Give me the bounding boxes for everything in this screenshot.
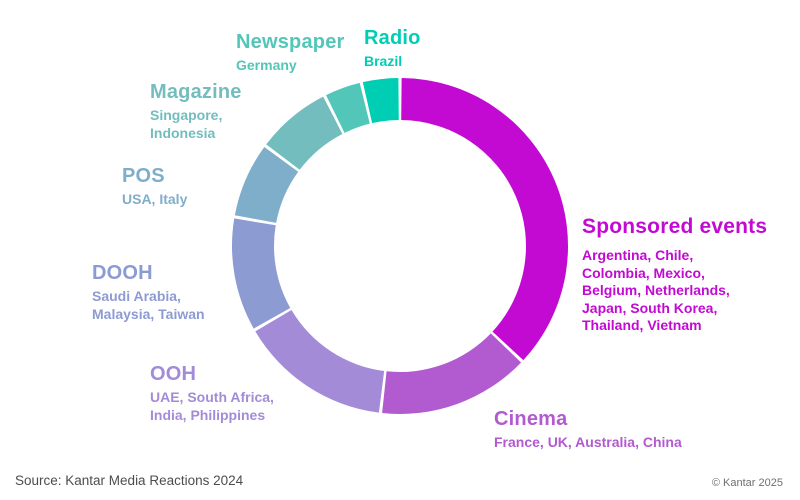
segment-pos bbox=[234, 146, 299, 223]
segment-title-magazine: Magazine bbox=[150, 81, 242, 103]
segment-sponsored-events bbox=[401, 78, 568, 361]
segment-radio bbox=[362, 78, 399, 124]
segment-title-pos: POS bbox=[122, 165, 165, 187]
segment-countries-radio: Brazil bbox=[364, 53, 403, 69]
copyright-text: © Kantar 2025 bbox=[711, 477, 783, 489]
segment-title-ooh: OOH bbox=[150, 363, 197, 385]
label-pos: POS USA, Italy bbox=[122, 165, 187, 209]
segment-magazine bbox=[266, 96, 343, 170]
label-radio: Radio Brazil bbox=[364, 27, 421, 71]
label-cinema: Cinema France, UK, Australia, China bbox=[494, 408, 682, 452]
segment-countries-dooh: Saudi Arabia, Malaysia, Taiwan bbox=[92, 288, 205, 322]
segment-countries-magazine: Singapore, Indonesia bbox=[150, 107, 223, 141]
segment-title-radio: Radio bbox=[364, 27, 421, 49]
segment-title-sponsored-events: Sponsored events bbox=[582, 215, 768, 238]
label-dooh: DOOH Saudi Arabia, Malaysia, Taiwan bbox=[92, 262, 205, 323]
segment-title-newspaper: Newspaper bbox=[236, 31, 345, 53]
label-newspaper: Newspaper Germany bbox=[236, 31, 345, 75]
segment-countries-cinema: France, UK, Australia, China bbox=[494, 434, 682, 450]
segment-countries-newspaper: Germany bbox=[236, 57, 297, 73]
segment-title-cinema: Cinema bbox=[494, 408, 568, 430]
segment-ooh bbox=[255, 310, 385, 413]
segment-title-dooh: DOOH bbox=[92, 262, 153, 284]
segment-dooh bbox=[232, 218, 291, 329]
segment-countries-pos: USA, Italy bbox=[122, 191, 188, 207]
label-ooh: OOH UAE, South Africa, India, Philippine… bbox=[150, 363, 274, 424]
label-magazine: Magazine Singapore, Indonesia bbox=[150, 81, 242, 142]
segment-countries-sponsored-events: Argentina, Chile, Colombia, Mexico, Belg… bbox=[582, 247, 730, 333]
segment-cinema bbox=[382, 333, 522, 414]
segment-countries-ooh: UAE, South Africa, India, Philippines bbox=[150, 389, 274, 423]
source-text: Source: Kantar Media Reactions 2024 bbox=[15, 473, 244, 488]
label-sponsored-events: Sponsored events Argentina, Chile, Colom… bbox=[582, 216, 767, 335]
segment-newspaper bbox=[326, 82, 370, 133]
